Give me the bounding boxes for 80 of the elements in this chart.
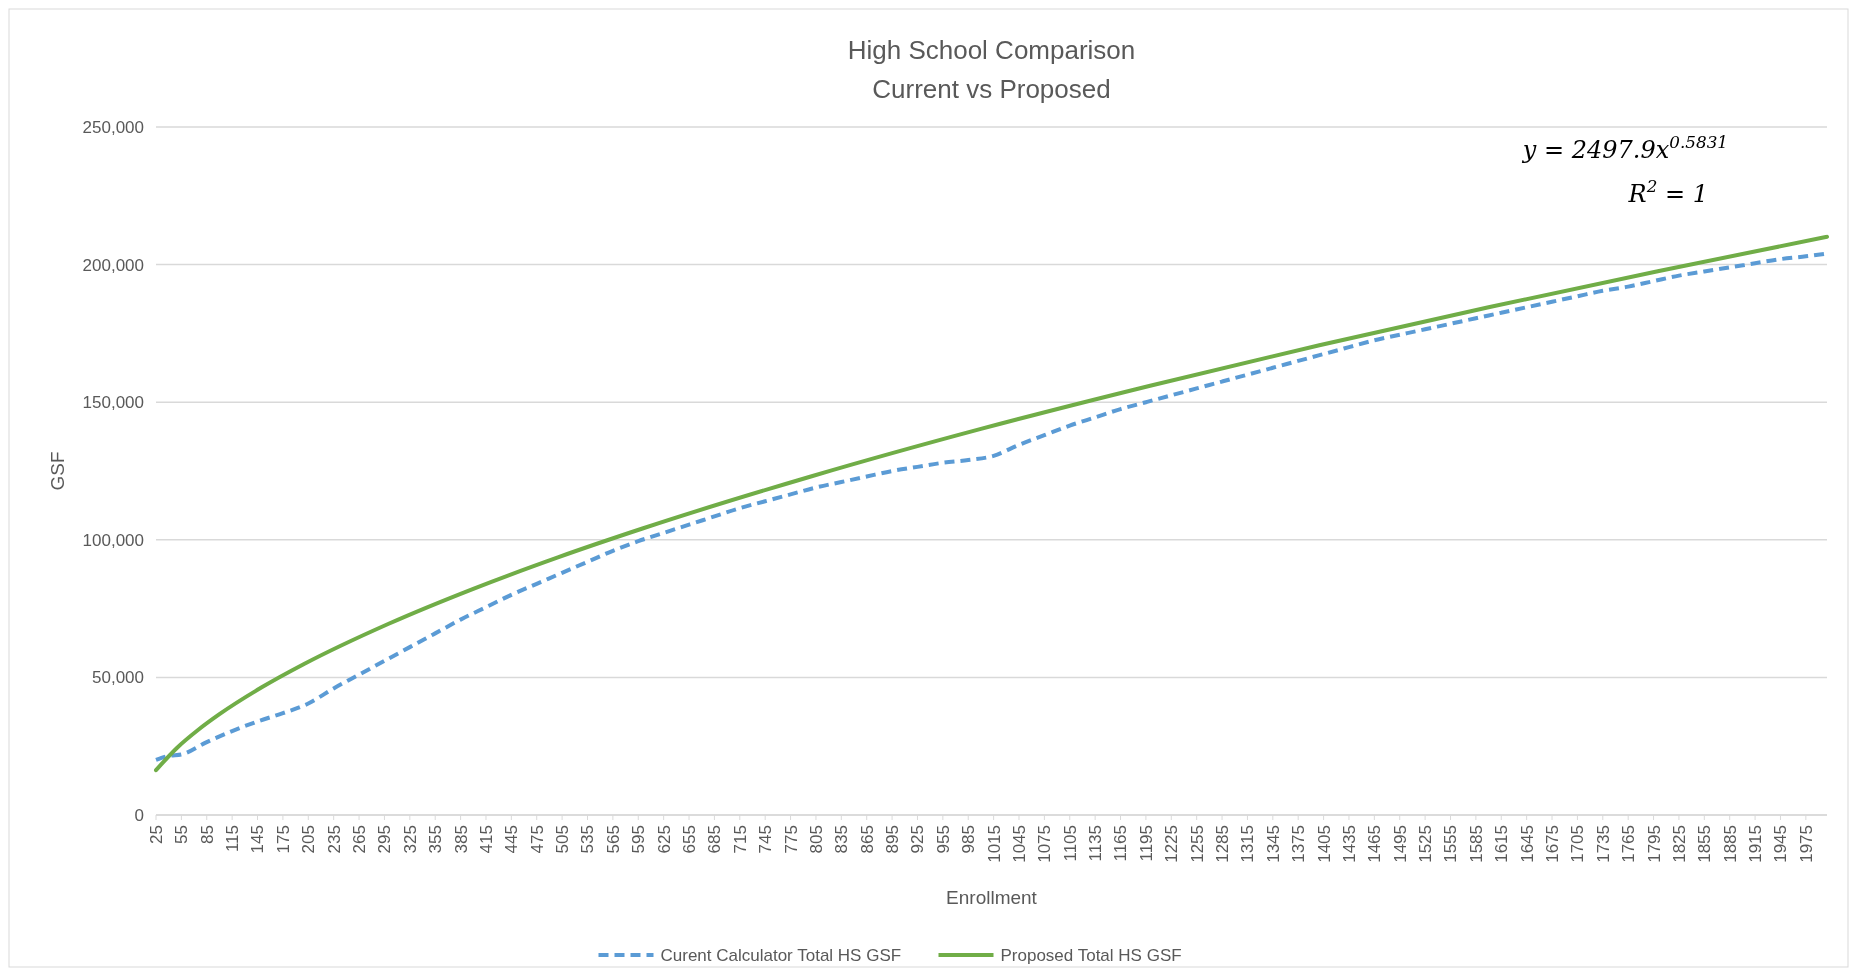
x-tick-label: 1165 [1111, 825, 1131, 862]
x-tick-label: 115 [223, 825, 243, 853]
y-tick-label: 150,000 [82, 393, 144, 413]
chart-title: High School Comparison [847, 35, 1136, 65]
x-tick-label: 55 [172, 825, 192, 844]
x-tick-label: 1315 [1238, 825, 1258, 863]
x-tick-label: 835 [832, 825, 852, 854]
x-tick-label: 145 [248, 825, 268, 854]
x-tick-label: 85 [197, 825, 217, 844]
x-tick-label: 595 [629, 825, 649, 854]
x-tick-label: 1765 [1619, 825, 1639, 863]
x-tick-label: 1945 [1771, 825, 1791, 863]
x-tick-label: 655 [679, 825, 699, 854]
x-tick-label: 415 [476, 825, 496, 854]
x-tick-label: 1855 [1695, 825, 1715, 863]
chart-subtitle: Current vs Proposed [872, 74, 1111, 104]
x-tick-label: 1825 [1669, 825, 1689, 863]
x-tick-label: 1885 [1720, 825, 1740, 863]
x-tick-label: 1525 [1416, 825, 1436, 863]
x-tick-label: 1195 [1136, 825, 1156, 862]
x-tick-label: 1255 [1187, 825, 1207, 863]
x-tick-label: 1555 [1441, 825, 1461, 863]
x-tick-label: 565 [603, 825, 623, 854]
x-tick-label: 1045 [1009, 825, 1029, 863]
x-tick-label: 1075 [1035, 825, 1055, 863]
x-tick-label: 445 [502, 825, 522, 854]
x-tick-label: 865 [857, 825, 877, 854]
y-tick-label: 50,000 [92, 668, 144, 688]
y-tick-label: 0 [134, 805, 144, 825]
x-tick-label: 1435 [1339, 825, 1359, 863]
x-tick-label: 475 [527, 825, 547, 854]
x-tick-label: 1495 [1390, 825, 1410, 863]
x-tick-label: 1795 [1644, 825, 1664, 863]
x-tick-label: 1285 [1213, 825, 1233, 863]
y-tick-label: 250,000 [82, 117, 144, 137]
x-tick-label: 535 [578, 825, 598, 854]
x-tick-label: 265 [350, 825, 370, 854]
x-tick-label: 1375 [1289, 825, 1309, 863]
x-tick-label: 1585 [1466, 825, 1486, 863]
x-tick-label: 1675 [1542, 825, 1562, 863]
x-tick-label: 985 [959, 825, 979, 854]
x-tick-label: 385 [451, 825, 471, 854]
x-tick-label: 775 [781, 825, 801, 854]
x-tick-label: 1225 [1162, 825, 1182, 863]
x-tick-label: 1915 [1746, 825, 1766, 863]
x-tick-label: 1345 [1263, 825, 1283, 863]
x-tick-label: 895 [883, 825, 903, 854]
x-tick-label: 625 [654, 825, 674, 854]
x-tick-label: 325 [400, 825, 420, 854]
x-tick-label: 1405 [1314, 825, 1334, 863]
x-tick-label: 175 [273, 825, 293, 854]
x-tick-label: 1465 [1365, 825, 1385, 863]
x-tick-label: 1645 [1517, 825, 1537, 863]
x-tick-label: 1105 [1060, 825, 1080, 862]
x-tick-label: 745 [756, 825, 776, 854]
x-tick-label: 235 [324, 825, 344, 854]
x-tick-label: 1975 [1796, 825, 1816, 863]
x-tick-label: 1735 [1593, 825, 1613, 863]
x-axis-title: Enrollment [946, 887, 1038, 908]
y-axis-title: GSF [47, 451, 68, 491]
x-tick-label: 1705 [1568, 825, 1588, 863]
annotation: y = 2497.9x$^{0.5831}$ [1521, 132, 1728, 164]
y-tick-label: 100,000 [82, 530, 144, 550]
x-tick-label: 685 [705, 825, 725, 854]
y-tick-label: 200,000 [82, 255, 144, 275]
x-tick-label: 505 [553, 825, 573, 854]
x-tick-label: 1615 [1492, 825, 1512, 863]
x-tick-label: 355 [426, 825, 446, 854]
x-tick-label: 25 [146, 825, 166, 844]
x-tick-label: 925 [908, 825, 928, 854]
x-tick-label: 715 [730, 825, 750, 854]
x-tick-label: 205 [299, 825, 319, 854]
annotation: R$^{2}$ = 1 [1627, 176, 1708, 208]
x-tick-label: 1015 [984, 825, 1004, 863]
x-tick-label: 295 [375, 825, 395, 854]
legend-label: Proposed Total HS GSF [1000, 945, 1182, 965]
legend-label: Curent Calculator Total HS GSF [660, 945, 902, 965]
x-tick-label: 1135 [1086, 825, 1106, 862]
x-tick-label: 955 [933, 825, 953, 854]
x-tick-label: 805 [806, 825, 826, 854]
